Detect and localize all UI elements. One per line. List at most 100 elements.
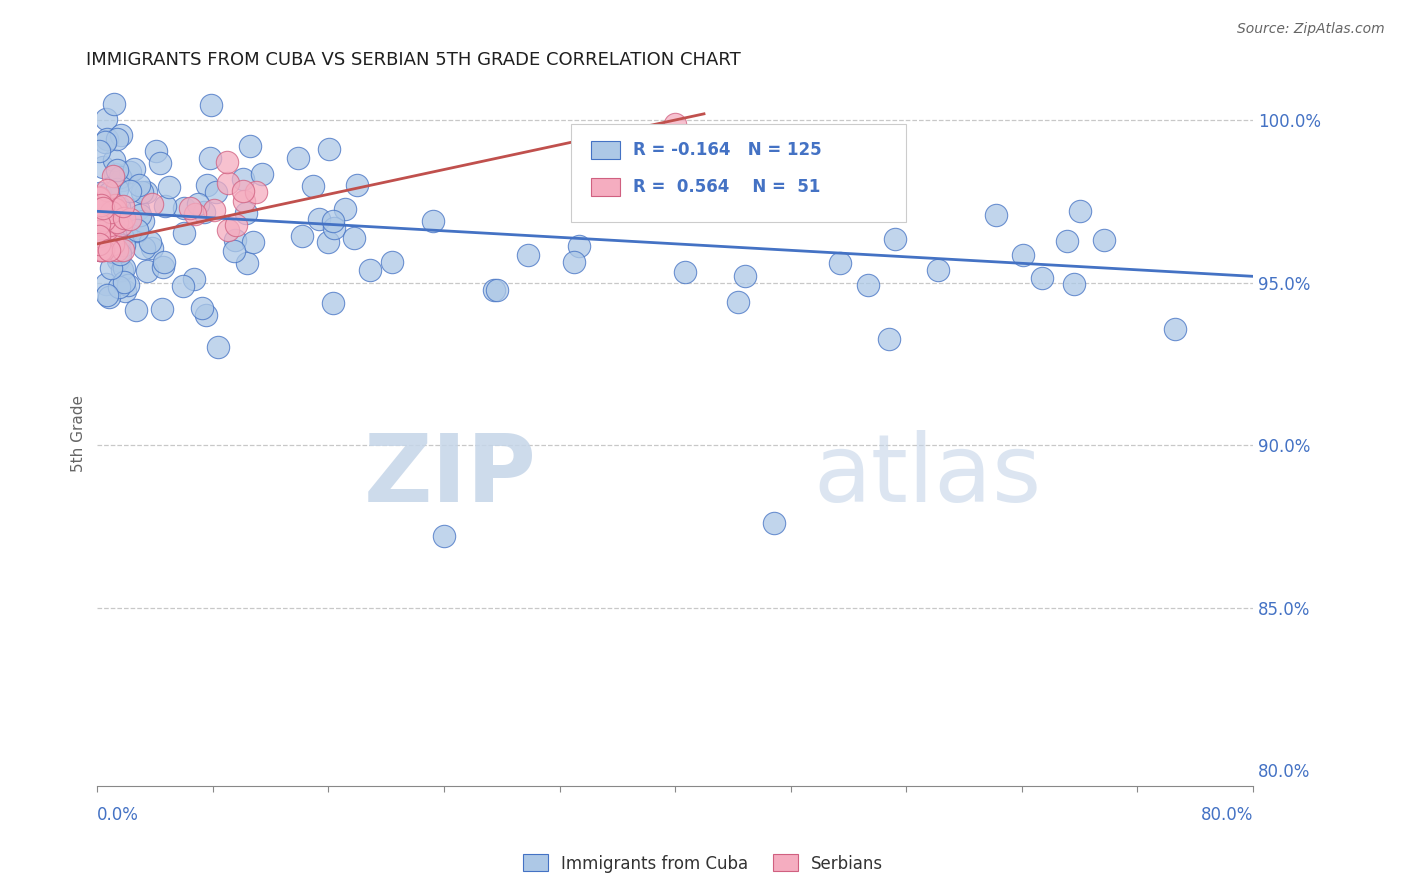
Point (104, 202, 127, 216)
Point (112, 261, 135, 276)
Point (301, 178, 323, 193)
Point (291, 229, 314, 244)
Point (734, 268, 756, 283)
Point (141, 241, 163, 255)
Point (232, 184, 254, 198)
Point (94, 112, 117, 127)
Point (150, 301, 173, 316)
Point (107, 182, 129, 196)
Point (359, 263, 381, 277)
Text: IMMIGRANTS FROM CUBA VS SERBIAN 5TH GRADE CORRELATION CHART: IMMIGRANTS FROM CUBA VS SERBIAN 5TH GRAD… (86, 51, 741, 69)
Point (194, 308, 217, 322)
Point (239, 139, 262, 153)
Point (763, 516, 786, 531)
Point (89, 186, 111, 200)
Point (97, 232, 120, 246)
Point (110, 128, 132, 142)
Point (117, 278, 139, 293)
Point (145, 144, 167, 158)
Point (322, 296, 344, 310)
Point (482, 283, 505, 297)
Point (120, 211, 142, 226)
Point (122, 162, 145, 177)
Point (111, 173, 134, 187)
Y-axis label: 5th Grade: 5th Grade (72, 395, 86, 473)
Point (287, 151, 309, 165)
Point (112, 211, 135, 225)
Point (107, 252, 129, 267)
Point (141, 197, 163, 211)
Point (664, 117, 686, 131)
Point (101, 214, 124, 228)
Point (179, 201, 201, 215)
Point (250, 167, 273, 181)
Point (856, 278, 879, 293)
Point (93, 244, 115, 258)
Point (207, 340, 229, 354)
Point (1164, 321, 1187, 335)
Point (568, 238, 591, 252)
Point (135, 185, 157, 199)
Text: 80.0%: 80.0% (1201, 806, 1253, 824)
Point (114, 284, 136, 298)
Point (100, 205, 122, 219)
Point (217, 176, 239, 190)
Point (128, 178, 150, 193)
Point (132, 213, 155, 227)
Point (91, 201, 114, 215)
Point (89, 225, 111, 239)
Point (96, 132, 118, 146)
Point (87, 217, 110, 231)
Point (149, 155, 172, 169)
Point (184, 206, 207, 220)
Point (129, 208, 152, 222)
Point (120, 165, 142, 179)
Point (90, 241, 112, 255)
Point (89, 244, 111, 258)
Point (1056, 234, 1078, 248)
Point (195, 178, 218, 193)
Point (308, 211, 330, 226)
Text: R =  0.564    N =  51: R = 0.564 N = 51 (634, 178, 821, 196)
Point (94, 277, 117, 291)
Point (224, 244, 246, 258)
Point (322, 214, 344, 228)
Legend: Immigrants from Cuba, Serbians: Immigrants from Cuba, Serbians (516, 847, 890, 880)
Point (155, 199, 177, 213)
Point (200, 97, 222, 112)
Point (346, 178, 368, 192)
Point (422, 213, 444, 227)
Point (110, 218, 132, 232)
Point (232, 172, 254, 186)
Point (562, 255, 585, 269)
Point (105, 215, 128, 229)
Point (97, 186, 120, 201)
Point (333, 202, 356, 217)
Point (108, 169, 131, 184)
Point (112, 238, 135, 252)
Point (87, 202, 110, 216)
Point (91, 244, 114, 258)
Point (101, 201, 124, 215)
Point (316, 235, 339, 249)
Point (139, 235, 162, 249)
Point (104, 167, 127, 181)
Point (89, 241, 111, 255)
Point (91, 239, 114, 253)
Text: ZIP: ZIP (364, 430, 537, 522)
Point (105, 205, 128, 219)
Point (90, 198, 112, 212)
Point (235, 256, 257, 270)
Point (103, 231, 125, 245)
Point (1012, 248, 1035, 262)
Point (103, 153, 125, 167)
Point (235, 206, 257, 220)
Point (225, 219, 247, 233)
Point (87, 222, 110, 236)
Point (103, 97, 125, 112)
Point (986, 208, 1008, 222)
Point (108, 200, 131, 214)
Point (98, 244, 121, 258)
Point (517, 248, 540, 262)
Point (727, 294, 749, 309)
